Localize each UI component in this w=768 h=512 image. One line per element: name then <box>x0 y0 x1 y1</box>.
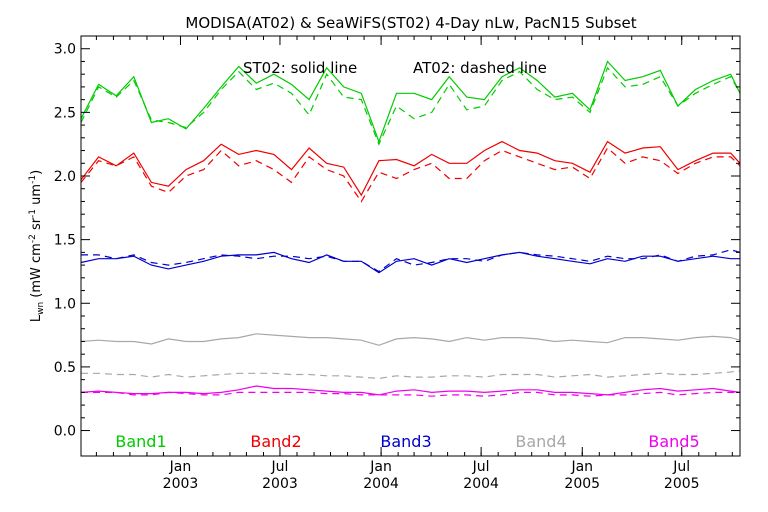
x-tick-month: Jan <box>369 459 392 475</box>
x-tick-year: 2004 <box>463 476 499 492</box>
band5-dashed-line <box>81 391 740 397</box>
legend-band2: Band2 <box>250 432 301 451</box>
y-tick-label: 2.5 <box>54 105 76 121</box>
y-tick-label: 0.5 <box>54 360 76 376</box>
chart-title: MODISA(AT02) & SeaWiFS(ST02) 4-Day nLw, … <box>185 14 636 32</box>
annotation-solid: ST02: solid line <box>243 59 357 77</box>
x-tick-month: Jan <box>169 459 192 475</box>
x-tick-year: 2004 <box>363 476 399 492</box>
band4-solid-line <box>81 333 740 346</box>
legend-band1: Band1 <box>115 432 166 451</box>
x-tick-month: Jan <box>570 459 593 475</box>
band1-dashed-line <box>81 66 740 146</box>
annotation-dashed: AT02: dashed line <box>413 59 547 77</box>
series-layer <box>81 60 740 397</box>
x-tick-year: 2003 <box>262 476 298 492</box>
band2-solid-line <box>81 140 740 197</box>
x-tick-month: Jul <box>271 459 289 475</box>
legend-band5: Band5 <box>648 432 699 451</box>
x-tick-year: 2003 <box>163 476 199 492</box>
y-axis-label: Lwn (mW cm-2 sr-1 um-1) <box>28 170 46 322</box>
legend-band3: Band3 <box>380 432 431 451</box>
band1-solid-line <box>81 60 740 144</box>
band3-solid-line <box>81 251 740 274</box>
y-tick-label: 2.0 <box>54 169 76 185</box>
x-tick-year: 2005 <box>564 476 600 492</box>
band2-dashed-line <box>81 147 740 203</box>
y-tick-label: 0.0 <box>54 424 76 440</box>
x-tick-month: Jul <box>472 459 490 475</box>
y-tick-label: 1.5 <box>54 233 76 249</box>
band4-dashed-line <box>81 370 740 380</box>
y-axis: 0.0 0.5 1.0 1.5 2.0 2.5 3.0 <box>54 42 740 440</box>
x-tick-month: Jul <box>672 459 690 475</box>
x-tick-year: 2005 <box>664 476 700 492</box>
y-tick-label: 1.0 <box>54 296 76 312</box>
legend-band4: Band4 <box>515 432 566 451</box>
band3-dashed-line <box>81 249 740 273</box>
x-axis: Jan2003Jul2003Jan2004Jul2004Jan2005Jul20… <box>95 36 733 492</box>
plot-frame <box>80 35 741 457</box>
legend: Band1 Band2 Band3 Band4 Band5 <box>115 432 699 451</box>
band5-solid-line <box>81 385 740 396</box>
y-tick-label: 3.0 <box>54 42 76 58</box>
